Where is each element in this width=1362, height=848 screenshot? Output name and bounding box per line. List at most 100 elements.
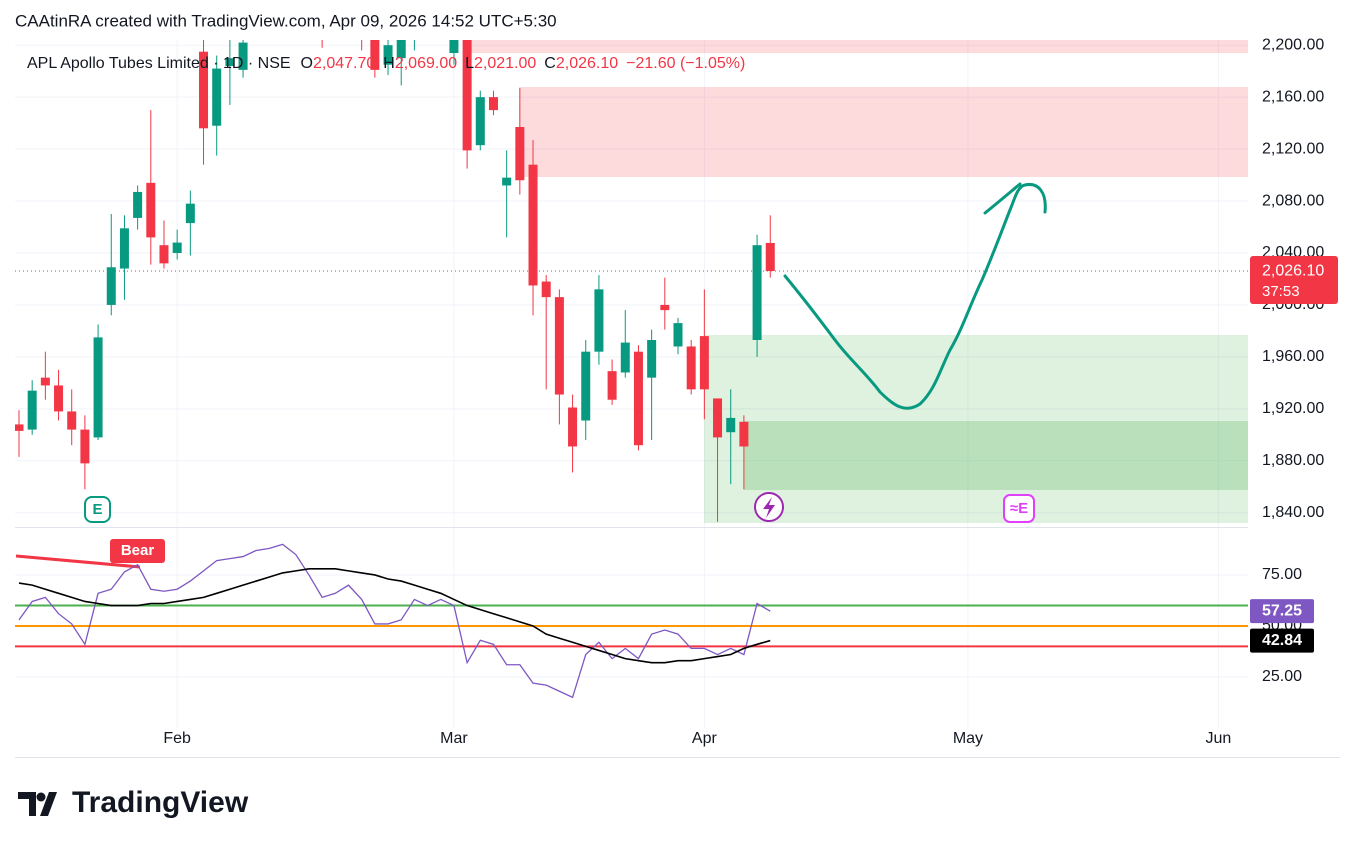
candle-body — [383, 45, 393, 65]
price-tag-value: 2,026.10 — [1262, 262, 1324, 279]
y-tick-label: 2,120.00 — [1262, 140, 1324, 157]
brand: TradingView — [18, 786, 249, 819]
candle-body — [106, 267, 116, 305]
signal-badge — [110, 539, 165, 563]
candle-body — [620, 342, 630, 373]
x-tick-label: Feb — [163, 730, 191, 747]
indicator-line — [18, 543, 771, 699]
y-tick-label: 2,080.00 — [1262, 192, 1324, 209]
y-tick-label: 2,160.00 — [1262, 88, 1324, 105]
value-tag — [1250, 628, 1314, 653]
candle-body — [93, 337, 103, 438]
zones — [470, 40, 1248, 523]
future-earnings-icon: ≈E — [1003, 494, 1035, 523]
candle-body — [607, 371, 617, 400]
y-tick-label: 2,200.00 — [1262, 36, 1324, 53]
x-tick-label: Apr — [692, 730, 718, 747]
candle-body — [146, 182, 156, 238]
indicator-line — [18, 568, 771, 664]
legend: APL Apollo Tubes Limited · 1D · NSE O2,04… — [27, 55, 745, 72]
candle-body — [647, 339, 657, 378]
earnings-label: E — [92, 501, 102, 518]
earnings-badge — [84, 496, 111, 523]
candle-body — [15, 424, 24, 431]
legend-value: 2,026.10 — [556, 55, 618, 72]
candle-body — [554, 297, 564, 395]
future-earnings-badge — [1003, 494, 1035, 523]
candle-body — [699, 336, 709, 390]
value-tag-label: 42.84 — [1262, 632, 1302, 649]
brand-name: TradingView — [72, 786, 249, 819]
candle-body — [40, 377, 50, 386]
candle-body — [713, 398, 723, 438]
legend-value: 2,069.00 — [395, 55, 457, 72]
candle-body — [199, 51, 209, 129]
y-tick-label: 25.00 — [1262, 668, 1302, 685]
x-tick-label: Mar — [440, 730, 468, 747]
candle-body — [238, 42, 248, 70]
legend-change: −21.60 (−1.05%) — [626, 55, 745, 72]
candle-body — [488, 97, 498, 111]
candle-body — [344, 0, 353, 6]
candle-body — [449, 40, 459, 53]
axis-overlay: Feb Mar Apr May Jun 2,026.10 37:53 57.25 42.84 — [163, 256, 1338, 747]
legend-key: L — [465, 55, 474, 72]
grid: 2,200.002,160.002,120.002,080.002,040.00… — [15, 36, 1324, 728]
candle-body — [528, 164, 538, 286]
legend-key: O — [301, 55, 313, 72]
candle-body — [581, 351, 591, 421]
legend-key: H — [383, 55, 395, 72]
candle-body — [726, 417, 736, 433]
value-tag-label: 57.25 — [1262, 602, 1302, 619]
candle-body — [568, 407, 578, 447]
lightning — [763, 497, 775, 518]
y-tick-label: 1,840.00 — [1262, 504, 1324, 521]
candle-body — [80, 429, 90, 464]
candle-body — [27, 390, 37, 430]
candles — [15, 0, 1248, 522]
projection-drawing — [783, 182, 1047, 410]
price-tag — [1250, 256, 1338, 305]
y-tick-label: 1,960.00 — [1262, 348, 1324, 365]
candle-body — [541, 281, 551, 298]
event-icon — [754, 492, 784, 522]
divergence-line — [15, 554, 141, 569]
candle-body — [502, 177, 512, 186]
brand-logo-dot — [36, 792, 46, 802]
candle-body — [633, 351, 643, 446]
signal-label: Bear — [121, 542, 155, 559]
candle-body — [159, 245, 169, 264]
candle-body — [67, 411, 77, 430]
candle-body — [594, 289, 604, 352]
candle-body — [765, 242, 775, 272]
x-tick-label: Jun — [1205, 730, 1231, 747]
legend-key: C — [544, 55, 556, 72]
future-earnings-label: ≈E — [1010, 500, 1028, 517]
legend-value: 2,021.00 — [474, 55, 536, 72]
candle-body — [265, 0, 274, 6]
y-tick-label: 1,880.00 — [1262, 452, 1324, 469]
price-tag-countdown: 37:53 — [1262, 283, 1300, 300]
candle-body — [212, 68, 222, 126]
y-tick-label: 75.00 — [1262, 566, 1302, 583]
value-tag — [1250, 599, 1314, 624]
demand-zone — [704, 335, 1248, 523]
y-tick-label: 1,920.00 — [1262, 400, 1324, 417]
candle-body — [660, 304, 670, 311]
symbol: APL Apollo Tubes Limited · 1D · NSE — [27, 55, 291, 72]
candle-body — [462, 40, 472, 151]
supply-zone — [470, 40, 1248, 53]
demand-zone — [744, 421, 1248, 490]
candle-body — [225, 58, 235, 66]
candle-body — [133, 191, 143, 218]
earnings-icon: E — [84, 496, 111, 523]
candle-body — [686, 346, 696, 390]
candle-body — [172, 242, 182, 253]
rsi-pane: Bear — [15, 539, 1248, 699]
candle-body — [673, 323, 683, 347]
brand-logo — [18, 792, 57, 816]
header-title: CAAtinRA created with TradingView.com, A… — [15, 11, 557, 30]
candle-body — [752, 245, 762, 340]
